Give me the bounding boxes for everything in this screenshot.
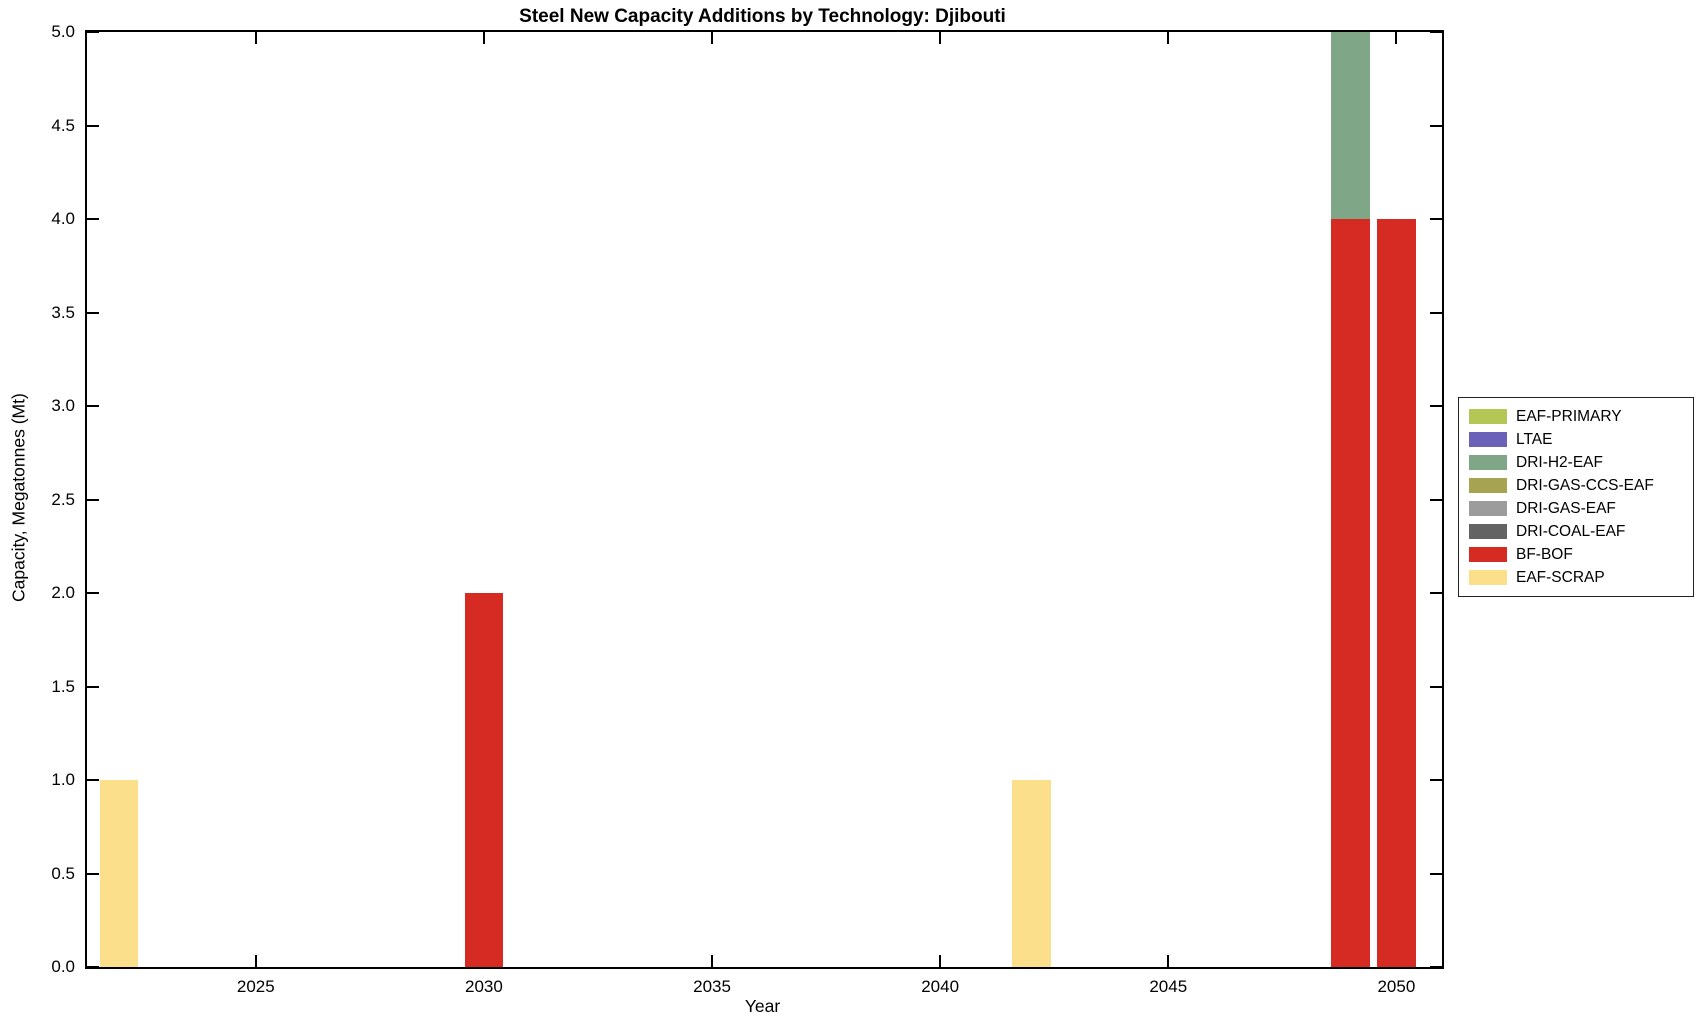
y-tick-mark-right [1430, 31, 1442, 33]
bar-segment-bf-bof [1377, 219, 1416, 967]
y-tick-mark [87, 124, 99, 127]
y-tick-mark-right [1430, 685, 1442, 688]
y-tick-label: 4.0 [51, 209, 75, 228]
legend-swatch [1469, 570, 1507, 585]
y-tick-label: 0.5 [51, 863, 75, 883]
legend-item: EAF-SCRAP [1469, 566, 1683, 589]
y-tick-mark [87, 31, 99, 33]
legend-item: BF-BOF [1469, 543, 1683, 566]
chart-title: Steel New Capacity Additions by Technolo… [519, 6, 1006, 27]
y-tick-mark [87, 405, 99, 407]
y-tick-mark [87, 872, 99, 875]
x-tick-mark-top [1395, 32, 1398, 44]
y-tick-mark [87, 685, 99, 688]
y-tick-mark [87, 311, 99, 314]
legend-item: LTAE [1469, 428, 1683, 451]
legend-label: DRI-GAS-CCS-EAF [1516, 476, 1654, 494]
y-axis-label: Capacity, Megatonnes (Mt) [8, 393, 29, 602]
legend-item: DRI-GAS-CCS-EAF [1469, 474, 1683, 497]
x-tick-mark [1167, 955, 1170, 967]
legend-item: DRI-GAS-EAF [1469, 497, 1683, 520]
bar-segment-dri-h2-eaf [1331, 32, 1371, 219]
legend-label: LTAE [1516, 430, 1553, 448]
y-tick-label: 2.0 [51, 583, 75, 602]
y-tick-mark [87, 218, 99, 220]
legend-swatch [1469, 478, 1507, 493]
x-tick-label: 2035 [693, 977, 731, 996]
x-tick-label: 2040 [921, 977, 960, 996]
y-tick-mark [87, 779, 99, 781]
y-tick-mark-right [1430, 592, 1442, 594]
y-tick-label: 1.5 [51, 676, 75, 696]
bar-segment-eaf-scrap [99, 780, 139, 967]
x-axis-label: Year [744, 996, 781, 1016]
y-tick-label: 5.0 [51, 22, 75, 41]
bar-segment-bf-bof [464, 593, 504, 967]
x-tick-mark [939, 955, 942, 967]
legend-label: BF-BOF [1516, 545, 1573, 563]
x-tick-label: 2030 [464, 977, 503, 996]
x-tick-mark-top [254, 32, 257, 44]
y-tick-mark [87, 592, 99, 594]
y-tick-label: 3.5 [51, 302, 75, 322]
x-tick-mark-top [482, 32, 485, 44]
y-tick-mark-right [1430, 124, 1442, 127]
y-tick-mark-right [1430, 311, 1442, 314]
legend-swatch [1469, 524, 1507, 539]
plot-area: 0.0 0.5 1.0 1.5 2.0 2.5 3.0 3.5 4.0 4.5 5.0 2025 203… [51, 22, 1444, 996]
y-tick-mark [87, 966, 99, 968]
legend-item: EAF-PRIMARY [1469, 405, 1683, 428]
x-tick-mark [254, 955, 257, 967]
legend-swatch [1469, 432, 1507, 447]
legend-item: DRI-H2-EAF [1469, 451, 1683, 474]
y-tick-label: 3.0 [51, 396, 75, 415]
y-tick-label: 4.5 [51, 115, 75, 135]
legend-label: EAF-SCRAP [1516, 568, 1605, 586]
y-tick-mark-right [1430, 405, 1442, 407]
y-tick-label: 1.0 [51, 770, 75, 789]
legend-swatch [1469, 409, 1507, 424]
bar-segment-bf-bof [1331, 219, 1371, 967]
legend: EAF-PRIMARY LTAE DRI-H2-EAF DRI-GAS-CCS-EAF… [1458, 397, 1694, 597]
legend-label: DRI-COAL-EAF [1516, 522, 1626, 540]
bar-segment-eaf-scrap [1012, 780, 1051, 967]
legend-swatch [1469, 547, 1507, 562]
y-tick-mark-right [1430, 966, 1442, 968]
legend-swatch [1469, 455, 1507, 470]
x-tick-mark-top [1167, 32, 1170, 44]
legend-label: DRI-H2-EAF [1516, 453, 1603, 471]
y-tick-mark-right [1430, 218, 1442, 220]
x-tick-mark [711, 955, 714, 967]
y-tick-label: 2.5 [51, 489, 75, 509]
legend-label: DRI-GAS-EAF [1516, 499, 1616, 517]
y-tick-mark-right [1430, 779, 1442, 781]
y-tick-mark-right [1430, 872, 1442, 875]
x-tick-mark-top [939, 32, 942, 44]
x-tick-label: 2050 [1377, 977, 1416, 996]
x-tick-label: 2045 [1149, 977, 1188, 996]
legend-label: EAF-PRIMARY [1516, 407, 1622, 425]
x-tick-label: 2025 [236, 977, 275, 996]
y-tick-mark-right [1430, 498, 1442, 501]
y-tick-label: 0.0 [51, 957, 75, 976]
y-tick-mark [87, 498, 99, 501]
x-tick-mark-top [711, 32, 714, 44]
legend-swatch [1469, 501, 1507, 516]
legend-item: DRI-COAL-EAF [1469, 520, 1683, 543]
